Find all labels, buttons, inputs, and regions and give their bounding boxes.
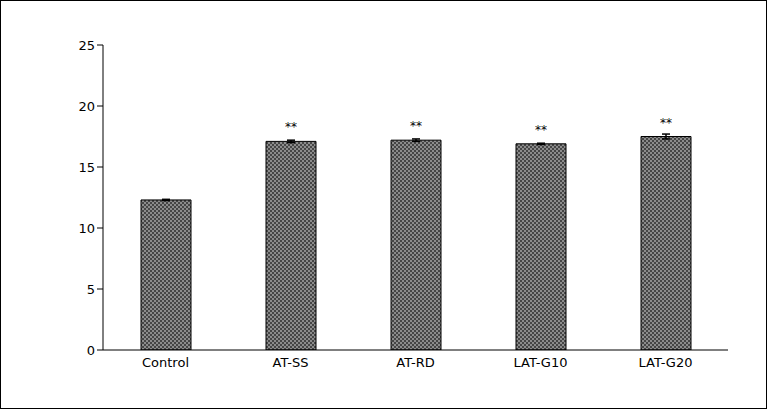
svg-text:Control: Control [142,355,189,370]
svg-text:**: ** [285,120,297,134]
svg-text:**: ** [410,119,422,133]
svg-text:10: 10 [78,221,95,236]
svg-text:LAT-G20: LAT-G20 [639,355,693,370]
svg-text:15: 15 [78,160,95,175]
svg-text:5: 5 [87,282,95,297]
svg-text:25: 25 [78,38,95,53]
svg-text:LAT-G10: LAT-G10 [514,355,568,370]
svg-text:20: 20 [78,99,95,114]
svg-text:AT-SS: AT-SS [273,355,309,370]
svg-text:**: ** [535,123,547,137]
svg-text:**: ** [660,116,672,130]
svg-text:0: 0 [87,343,95,358]
svg-text:AT-RD: AT-RD [396,355,434,370]
